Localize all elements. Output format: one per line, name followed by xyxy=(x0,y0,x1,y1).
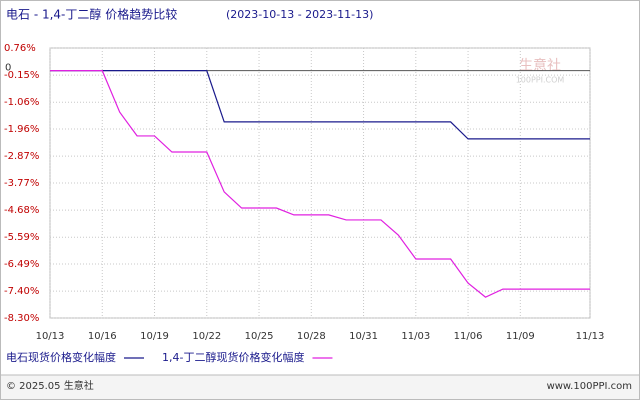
x-tick-label: 11/06 xyxy=(454,331,483,342)
series-line xyxy=(50,70,590,140)
y-tick-label: 0.76% xyxy=(4,43,36,54)
x-tick-label: 10/31 xyxy=(349,331,378,342)
chart-subtitle: (2023-10-13 - 2023-11-13) xyxy=(226,8,373,21)
x-tick-label: 11/13 xyxy=(576,331,605,342)
y-tick-label: -4.68% xyxy=(4,205,39,216)
watermark-site: 100PPI.COM xyxy=(516,76,565,85)
zero-label: 0 xyxy=(5,63,11,74)
y-tick-label: -5.59% xyxy=(4,232,39,243)
footer-bg xyxy=(1,375,639,399)
x-tick-label: 10/28 xyxy=(297,331,326,342)
series-line xyxy=(50,70,590,298)
y-tick-label: -1.06% xyxy=(4,97,39,108)
x-tick-label: 11/03 xyxy=(401,331,430,342)
y-tick-label: -6.49% xyxy=(4,259,39,270)
y-tick-label: -8.30% xyxy=(4,313,39,324)
y-tick-label: -3.77% xyxy=(4,178,39,189)
site-url: www.100PPI.com xyxy=(547,381,632,392)
x-tick-label: 11/09 xyxy=(506,331,535,342)
legend-label: 电石现货价格变化幅度 xyxy=(6,350,116,364)
watermark-name: 生意社 xyxy=(519,57,561,74)
x-tick-label: 10/13 xyxy=(36,331,65,342)
chart-title: 电石 - 1,4-丁二醇 价格趋势比较 xyxy=(6,7,177,22)
copyright: © 2025.05 生意社 xyxy=(6,379,94,392)
x-tick-label: 10/22 xyxy=(192,331,221,342)
y-tick-label: -2.87% xyxy=(4,151,39,162)
x-tick-label: 10/25 xyxy=(245,331,274,342)
x-tick-label: 10/19 xyxy=(140,331,169,342)
y-tick-label: -0.15% xyxy=(4,70,39,81)
y-tick-label: -7.40% xyxy=(4,286,39,297)
y-tick-label: -1.96% xyxy=(4,124,39,135)
x-tick-label: 10/16 xyxy=(88,331,117,342)
legend-label: 1,4-丁二醇现货价格变化幅度 xyxy=(162,350,304,364)
